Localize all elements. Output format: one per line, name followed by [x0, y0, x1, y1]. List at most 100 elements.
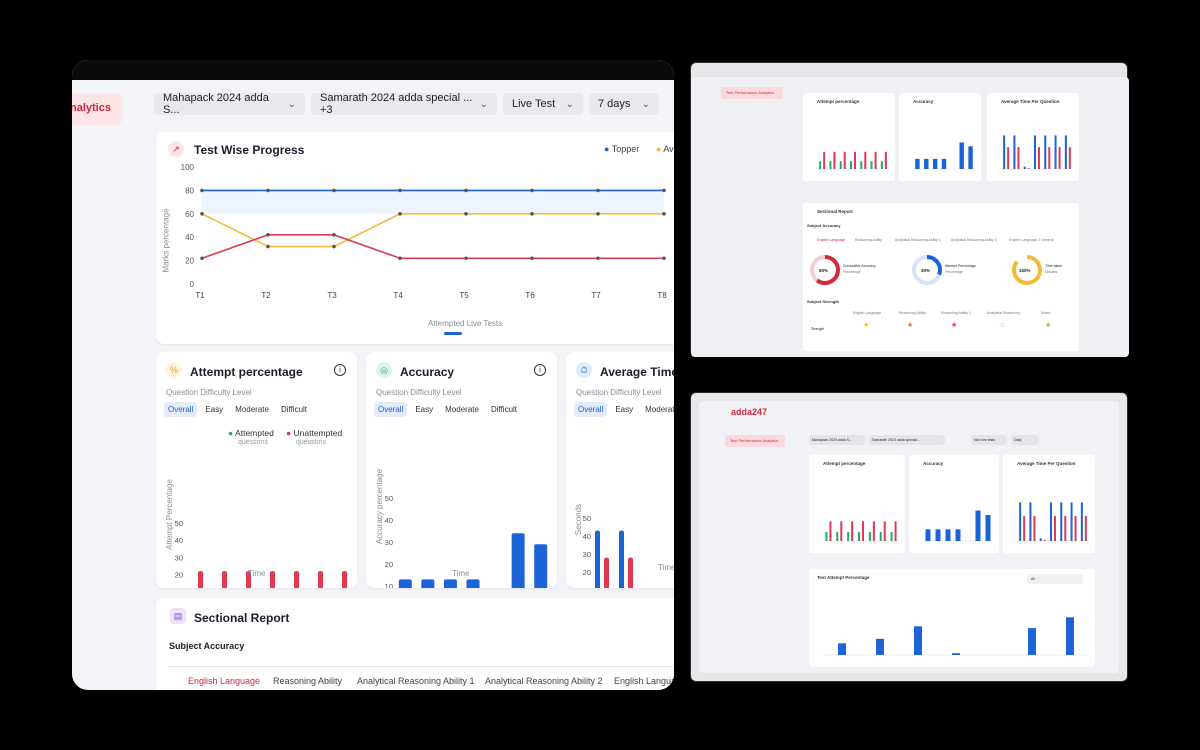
series-point [266, 233, 270, 237]
attempt-xlabel: Time [248, 569, 266, 578]
sidebar-item-analytics[interactable]: nalytics [72, 93, 122, 125]
preview-test-attempt-card: Test Attempt Percentage All [809, 569, 1095, 667]
test-type-dropdown[interactable]: Live Test ⌄ [503, 93, 583, 115]
series-point [332, 188, 336, 193]
tab-moderate[interactable]: Moderate [445, 405, 479, 414]
y-tick-label: 30 [175, 553, 183, 562]
mini-bar [1028, 628, 1036, 655]
date-range-dropdown[interactable]: 7 days ⌄ [589, 93, 659, 115]
mini-bar [945, 529, 951, 541]
series-point [398, 212, 402, 216]
mini-bar [868, 532, 871, 541]
tab-difficult[interactable]: Difficult [280, 405, 308, 414]
gauge-sub-2: Minutes [1045, 270, 1058, 274]
series-point [200, 188, 204, 193]
date-range-label: 7 days [598, 98, 631, 110]
mini-bar [1039, 538, 1042, 541]
series-point [266, 188, 270, 193]
tab-analytical-reasoning-1[interactable]: Analytical Reasoning Ability 1 [357, 676, 475, 686]
mini-bar [854, 151, 856, 169]
gauge-arc-1 [912, 255, 942, 285]
preview-accuracy-title: Accuracy [913, 99, 934, 104]
preview-avgtime-card: Average Time Per Question [1003, 455, 1095, 553]
star-icon: ★ [907, 322, 914, 329]
attempt-difficulty-tabs: Overall Easy Moderate Difficult [164, 402, 311, 417]
preview-sidebar-label: Test Performance Analytics [730, 438, 779, 443]
trend-icon: ↗ [168, 141, 184, 157]
bar [318, 571, 323, 588]
series-point [596, 188, 600, 193]
course-filter-label: Mahapack 2024 adda S... [163, 92, 269, 116]
accuracy-ylabel: Accuracy percentage [375, 468, 385, 545]
preview-top: Test Performance Analytics Attempt perce… [690, 62, 1129, 357]
mini-bar [1013, 135, 1016, 169]
tab-easy[interactable]: Easy [415, 405, 434, 414]
tab-analytical-reasoning-2[interactable]: Analytical Reasoning Ability 2 [485, 676, 603, 686]
preview-gauges [810, 255, 1042, 285]
percent-icon: % [166, 362, 182, 378]
tab-easy[interactable]: Easy [205, 405, 224, 414]
mini-bar [819, 161, 822, 169]
tab-reasoning-ability[interactable]: Reasoning Ability [273, 676, 343, 686]
mini-bar [1070, 502, 1073, 541]
mini-bar [1058, 147, 1061, 169]
x-tick-label: T4 [393, 291, 403, 300]
preview-dropdown-label: All [1031, 577, 1035, 581]
carousel-indicator[interactable] [444, 332, 462, 335]
tab-difficult[interactable]: Difficult [490, 405, 518, 414]
preview-filter-1: Samarath 2024 adda special ... [869, 435, 945, 445]
preview-filter-1-label: Samarath 2024 adda special ... [872, 438, 921, 442]
preview-tab-3: Analytical Reasoning Ability 2 [951, 238, 997, 242]
tab-overall[interactable]: Overall [574, 402, 608, 417]
legend-attempted: Attempted [235, 428, 274, 438]
adda-logo: adda247 [731, 407, 768, 417]
info-icon[interactable]: i [534, 364, 546, 376]
gauge-value-0: 60% [819, 268, 829, 273]
y-tick-label: 80 [185, 186, 194, 195]
preview-avgtime-title: Average Time Per Question [1001, 99, 1060, 104]
mini-bar [935, 529, 941, 541]
mini-bar [839, 161, 842, 169]
tab-english-language-2[interactable]: English Langua [614, 676, 674, 686]
gauge-arc-0 [810, 255, 840, 285]
mini-bar [1054, 515, 1056, 541]
preview-attempt-card: Attempt percentage [809, 455, 905, 553]
mini-bar [851, 521, 854, 541]
attempt-subtitle: Question Difficulty Level [166, 388, 252, 397]
mini-bar [1034, 135, 1036, 169]
mini-bar [883, 521, 886, 541]
tab-easy[interactable]: Easy [615, 405, 634, 414]
attempt-percentage-card: % Attempt percentage i Question Difficul… [156, 352, 357, 588]
mini-bar [874, 151, 877, 169]
main-panel: nalytics Mahapack 2024 adda S... ⌄ Samar… [72, 60, 674, 690]
test-wise-progress-card: ↗ Test Wise Progress ● Topper ● Av 0 20 40… [156, 132, 674, 344]
bar [619, 530, 624, 588]
legend-dot-attempted: ● [228, 428, 234, 438]
gauge-value-2: 150% [1019, 268, 1031, 273]
mini-bar [884, 151, 887, 169]
preview-avgtime-bars [1001, 135, 1073, 170]
bar [511, 533, 525, 588]
star-icon: ☆ [999, 322, 1006, 329]
tab-overall[interactable]: Overall [374, 402, 408, 417]
package-filter-dropdown[interactable]: Samarath 2024 adda special ... +3 ⌄ [311, 92, 497, 116]
series-point [464, 188, 468, 193]
mini-bar [894, 521, 897, 541]
mini-bar [876, 638, 884, 655]
mini-bar [890, 532, 893, 541]
x-tick-label: T7 [591, 291, 601, 300]
bar [628, 557, 633, 588]
strength-col-1: Reasoning Ability [899, 311, 926, 315]
legend-dot-topper: ● [604, 144, 610, 154]
tab-moderate[interactable]: Moderate [645, 405, 674, 414]
course-filter-dropdown[interactable]: Mahapack 2024 adda S... ⌄ [154, 92, 305, 116]
tab-english-language[interactable]: English Language [188, 676, 261, 686]
tab-overall[interactable]: Overall [164, 402, 198, 417]
target-icon: ◎ [376, 362, 392, 378]
preview-filter-2: Non live tests [971, 435, 1007, 445]
tab-moderate[interactable]: Moderate [235, 405, 269, 414]
preview-test-attempt-title: Test Attempt Percentage [817, 575, 870, 580]
y-tick-label: 50 [385, 494, 393, 503]
info-icon[interactable]: i [334, 364, 346, 376]
progress-xlabel: Attempted Live Tests [428, 319, 503, 328]
